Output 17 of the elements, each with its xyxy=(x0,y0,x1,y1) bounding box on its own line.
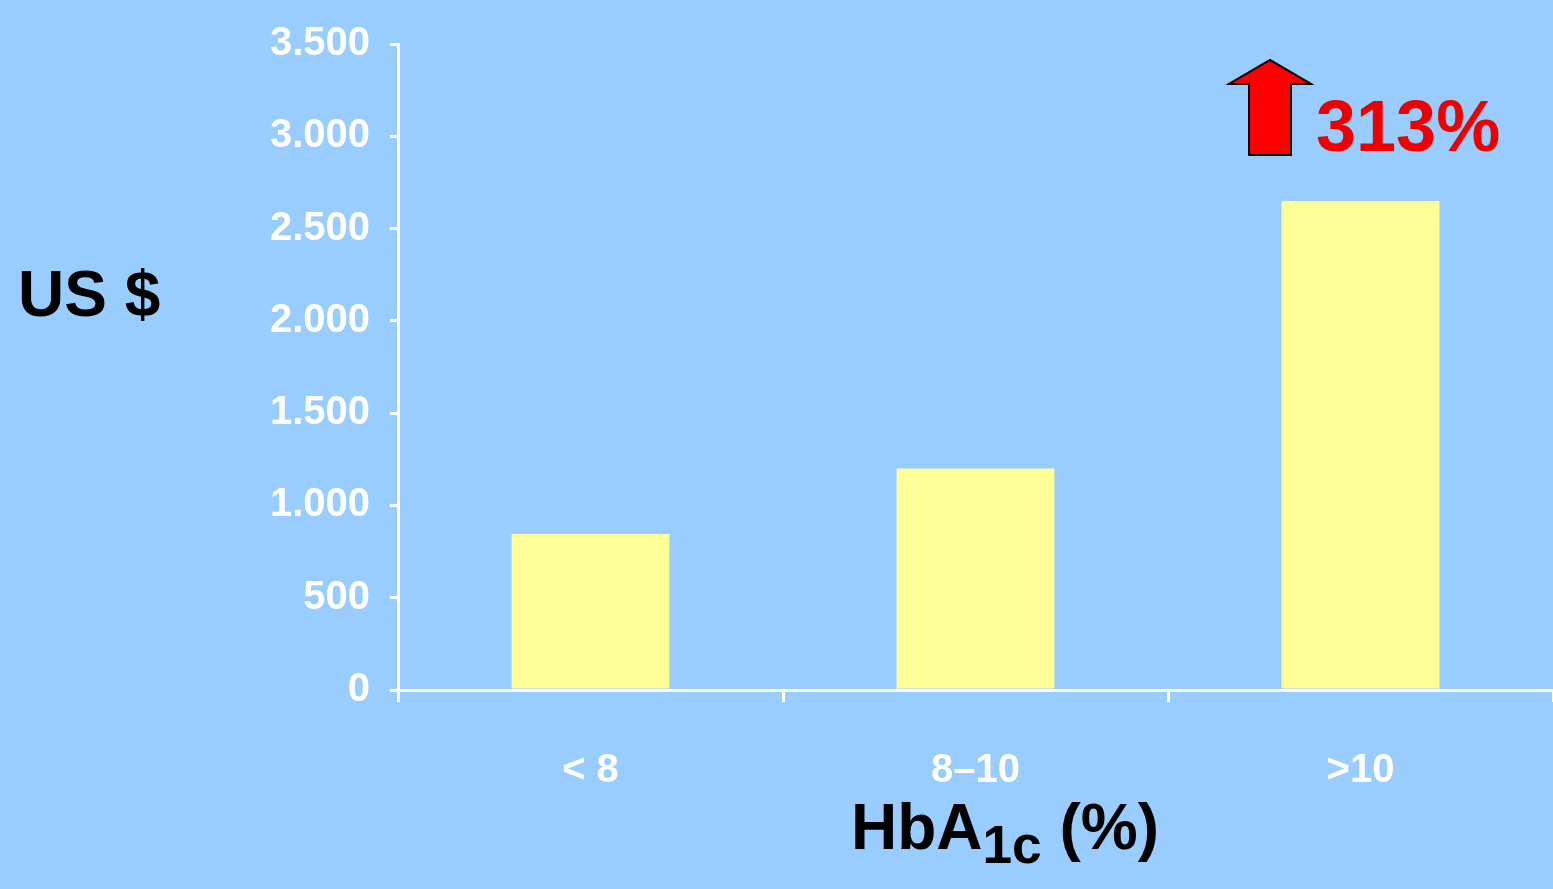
annotation: 313% xyxy=(1316,86,1501,166)
bar xyxy=(896,468,1055,689)
y-tick-label: 3.500 xyxy=(269,19,370,64)
bar xyxy=(1281,200,1440,689)
y-tick-label: 1.500 xyxy=(269,388,370,433)
x-tick-label: < 8 xyxy=(562,746,619,791)
y-tick-label: 500 xyxy=(303,572,370,617)
y-tick-label: 3.000 xyxy=(269,111,370,156)
y-tick-label: 2.500 xyxy=(269,203,370,248)
y-tick-label: 1.000 xyxy=(269,480,370,525)
bar xyxy=(511,534,670,689)
x-axis-title: HbA$_{1c}$ (%) xyxy=(849,791,1161,874)
y-tick-label: 2.000 xyxy=(269,295,370,340)
x-tick-label: >10 xyxy=(1326,746,1395,791)
y-tick-label: 0 xyxy=(347,665,370,710)
x-tick-label: 8–10 xyxy=(931,746,1020,791)
y-axis-title: US $ xyxy=(18,258,161,330)
